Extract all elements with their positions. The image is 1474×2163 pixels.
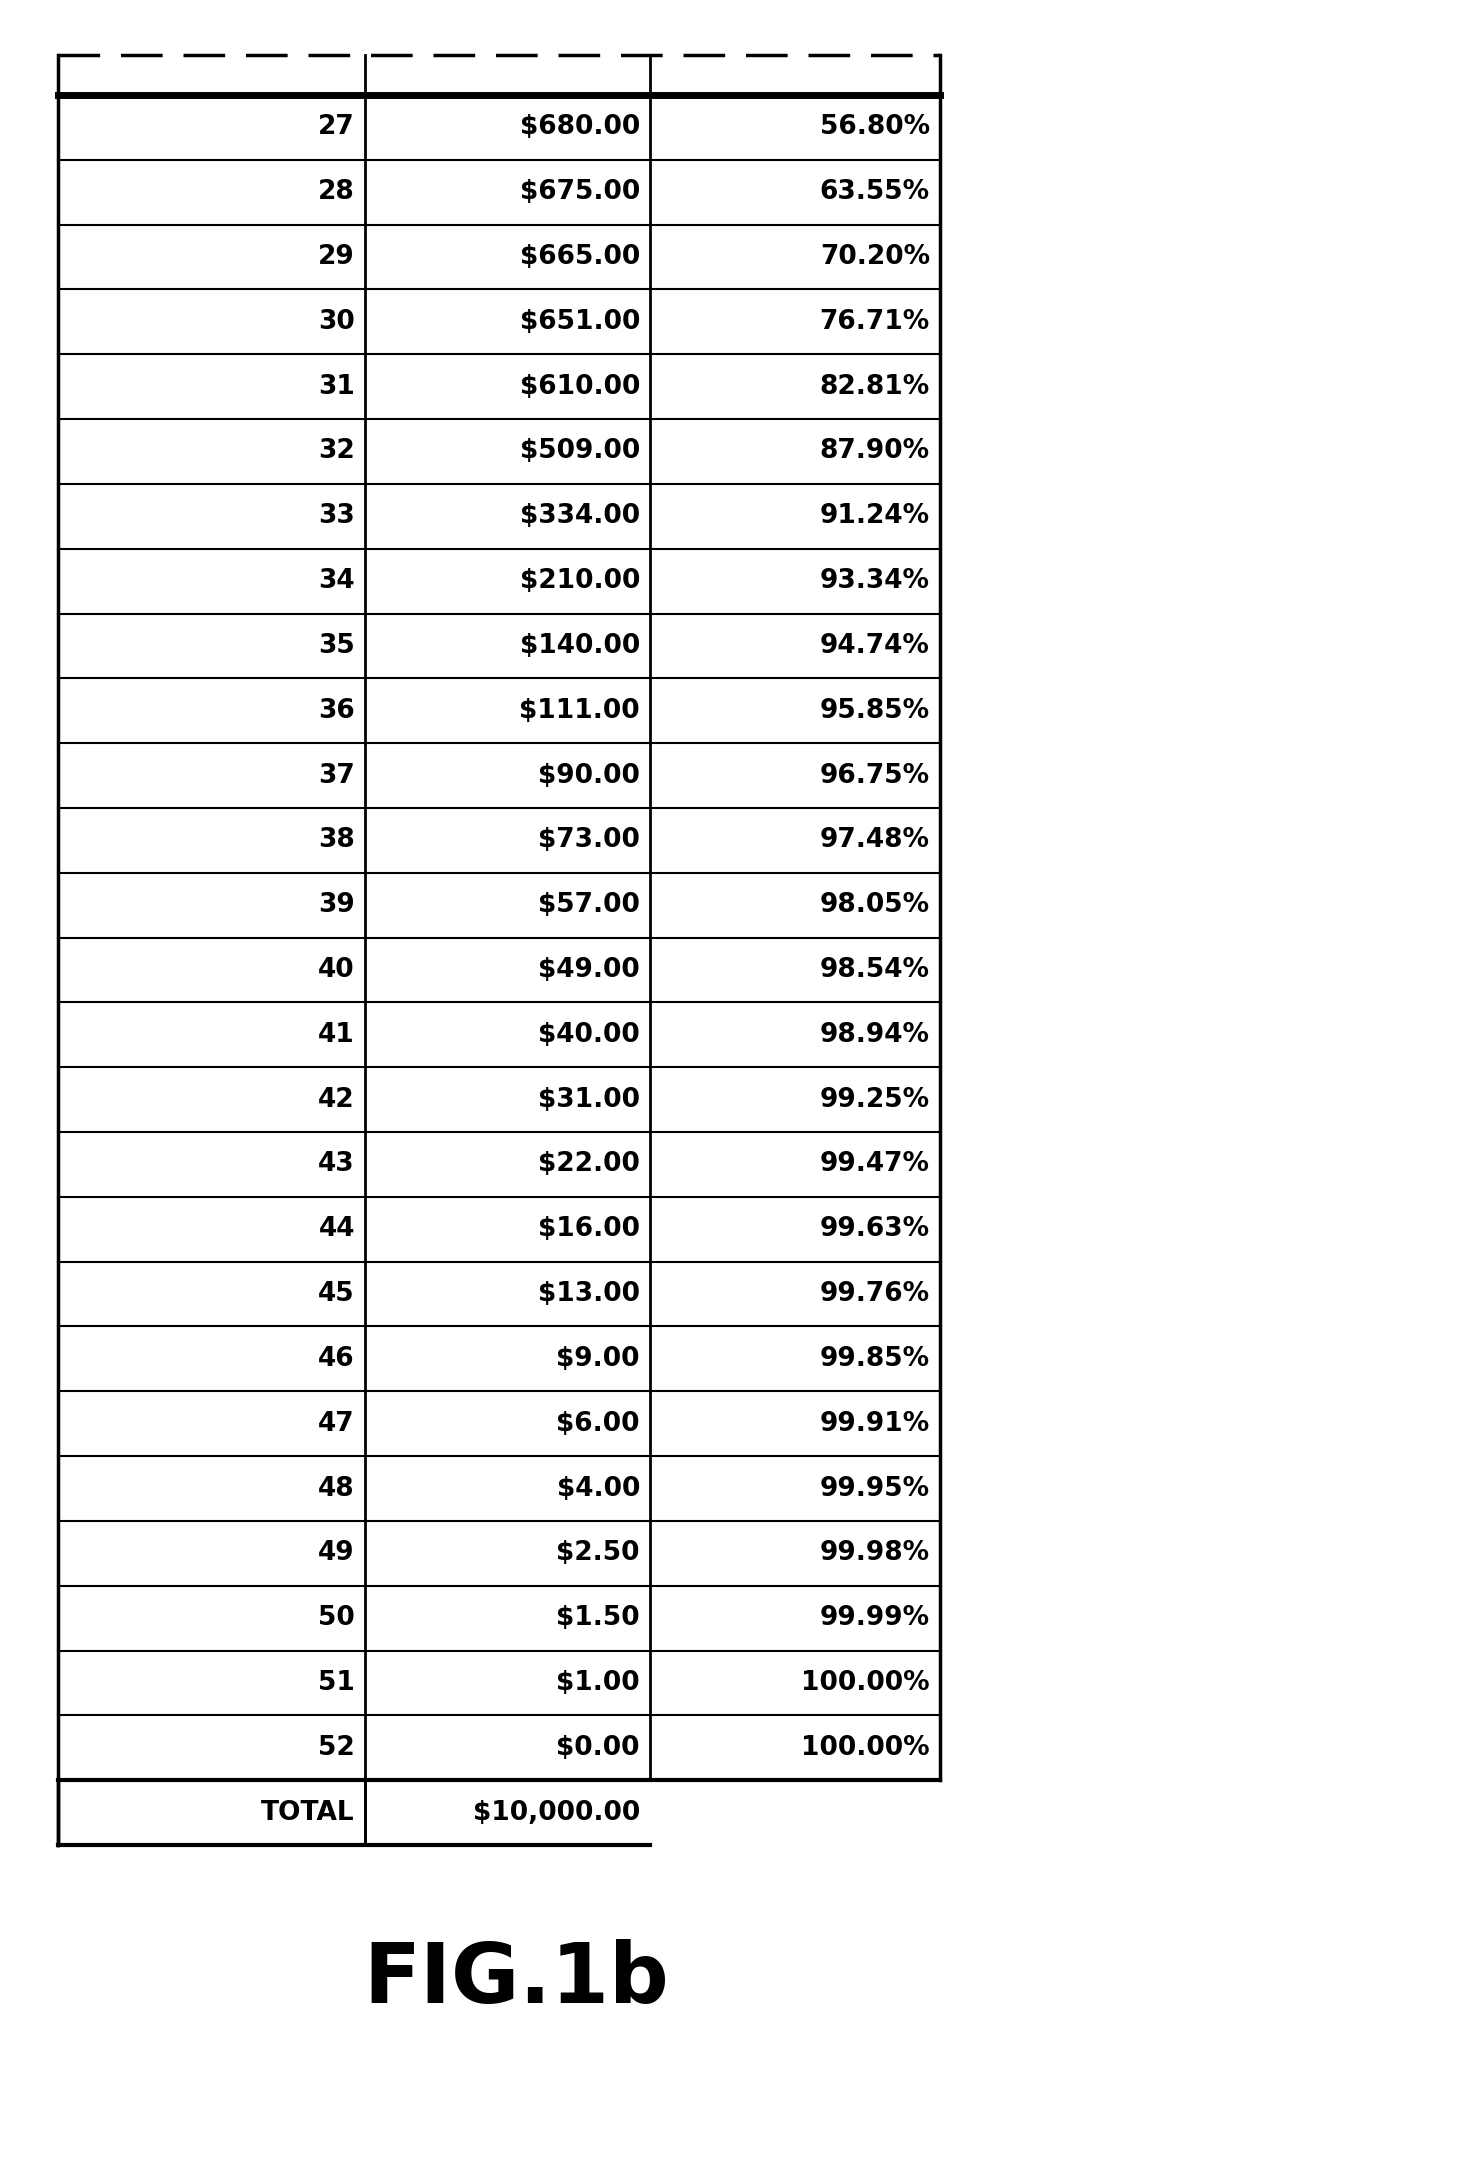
Text: 32: 32 [318, 439, 355, 465]
Text: 95.85%: 95.85% [820, 699, 930, 725]
Text: 99.25%: 99.25% [820, 1086, 930, 1112]
Text: 52: 52 [318, 1735, 355, 1761]
Text: 56.80%: 56.80% [820, 115, 930, 141]
Text: $509.00: $509.00 [520, 439, 640, 465]
Text: $73.00: $73.00 [538, 828, 640, 854]
Text: 38: 38 [318, 828, 355, 854]
Text: 99.91%: 99.91% [820, 1410, 930, 1436]
Text: 100.00%: 100.00% [802, 1735, 930, 1761]
Text: 34: 34 [318, 569, 355, 595]
Text: $4.00: $4.00 [557, 1475, 640, 1501]
Text: 42: 42 [318, 1086, 355, 1112]
Text: 28: 28 [318, 180, 355, 205]
Text: 91.24%: 91.24% [820, 504, 930, 530]
Text: $10,000.00: $10,000.00 [473, 1800, 640, 1826]
Text: TOTAL: TOTAL [261, 1800, 355, 1826]
Text: $610.00: $610.00 [520, 374, 640, 400]
Text: 30: 30 [318, 309, 355, 335]
Text: 48: 48 [318, 1475, 355, 1501]
Text: $111.00: $111.00 [519, 699, 640, 725]
Text: $31.00: $31.00 [538, 1086, 640, 1112]
Text: 99.98%: 99.98% [820, 1540, 930, 1566]
Text: 98.94%: 98.94% [820, 1021, 930, 1047]
Text: $40.00: $40.00 [538, 1021, 640, 1047]
Text: 51: 51 [318, 1670, 355, 1696]
Text: 47: 47 [318, 1410, 355, 1436]
Text: 27: 27 [318, 115, 355, 141]
Text: 43: 43 [318, 1151, 355, 1177]
Text: 63.55%: 63.55% [820, 180, 930, 205]
Text: $0.00: $0.00 [557, 1735, 640, 1761]
Text: 87.90%: 87.90% [820, 439, 930, 465]
Text: 39: 39 [318, 891, 355, 917]
Text: 49: 49 [318, 1540, 355, 1566]
Text: 76.71%: 76.71% [820, 309, 930, 335]
Text: 93.34%: 93.34% [820, 569, 930, 595]
Text: 50: 50 [318, 1605, 355, 1631]
Text: 100.00%: 100.00% [802, 1670, 930, 1696]
Text: $16.00: $16.00 [538, 1216, 640, 1242]
Text: 36: 36 [318, 699, 355, 725]
Text: 99.76%: 99.76% [820, 1280, 930, 1306]
Text: $1.50: $1.50 [556, 1605, 640, 1631]
Text: 99.99%: 99.99% [820, 1605, 930, 1631]
Text: $13.00: $13.00 [538, 1280, 640, 1306]
Text: 35: 35 [318, 634, 355, 660]
Text: 41: 41 [318, 1021, 355, 1047]
Text: 99.85%: 99.85% [820, 1345, 930, 1371]
Text: $49.00: $49.00 [538, 956, 640, 982]
Text: $6.00: $6.00 [557, 1410, 640, 1436]
Text: $210.00: $210.00 [520, 569, 640, 595]
Text: 99.95%: 99.95% [820, 1475, 930, 1501]
Text: $57.00: $57.00 [538, 891, 640, 917]
Text: 37: 37 [318, 764, 355, 789]
Text: $2.50: $2.50 [557, 1540, 640, 1566]
Text: 99.63%: 99.63% [820, 1216, 930, 1242]
Text: 46: 46 [318, 1345, 355, 1371]
Text: $675.00: $675.00 [520, 180, 640, 205]
Text: 45: 45 [318, 1280, 355, 1306]
Text: $334.00: $334.00 [520, 504, 640, 530]
Text: $9.00: $9.00 [557, 1345, 640, 1371]
Text: $665.00: $665.00 [520, 244, 640, 270]
Text: 33: 33 [318, 504, 355, 530]
Text: 99.47%: 99.47% [820, 1151, 930, 1177]
Text: FIG.1b: FIG.1b [363, 1940, 669, 2020]
Text: 82.81%: 82.81% [820, 374, 930, 400]
Text: $90.00: $90.00 [538, 764, 640, 789]
Text: 96.75%: 96.75% [820, 764, 930, 789]
Text: 97.48%: 97.48% [820, 828, 930, 854]
Text: $1.00: $1.00 [556, 1670, 640, 1696]
Text: 94.74%: 94.74% [820, 634, 930, 660]
Text: 70.20%: 70.20% [820, 244, 930, 270]
Text: 31: 31 [318, 374, 355, 400]
Text: 44: 44 [318, 1216, 355, 1242]
Text: 98.05%: 98.05% [820, 891, 930, 917]
Text: $651.00: $651.00 [520, 309, 640, 335]
Text: 98.54%: 98.54% [820, 956, 930, 982]
Text: 40: 40 [318, 956, 355, 982]
Text: 29: 29 [318, 244, 355, 270]
Text: $22.00: $22.00 [538, 1151, 640, 1177]
Text: $680.00: $680.00 [520, 115, 640, 141]
Text: $140.00: $140.00 [520, 634, 640, 660]
